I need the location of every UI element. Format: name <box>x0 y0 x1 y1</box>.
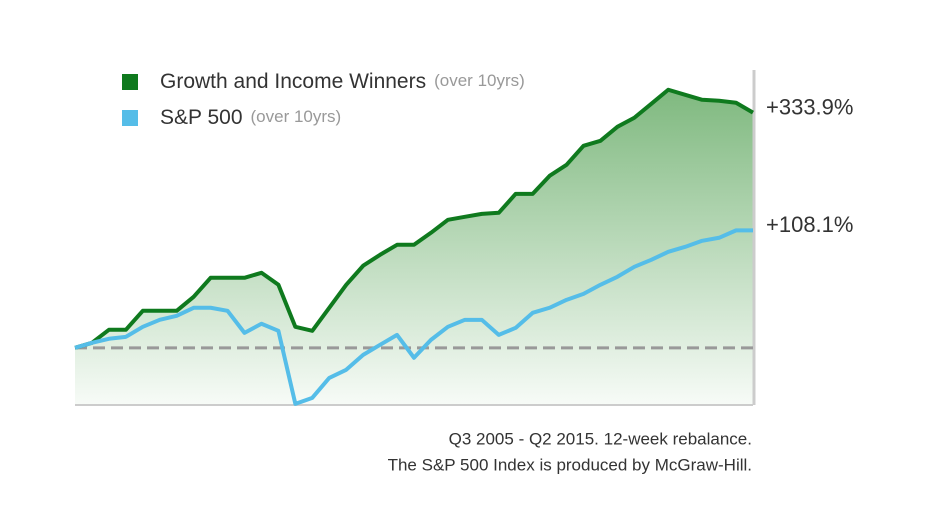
series-line <box>74 228 753 406</box>
legend-label: S&P 500 (over 10yrs) <box>160 106 341 129</box>
series-line <box>74 87 755 350</box>
legend-note: (over 10yrs) <box>251 107 342 126</box>
area <box>75 89 753 406</box>
legend-name: S&P 500 <box>160 106 243 129</box>
legend-swatch <box>122 74 138 90</box>
legend-swatch <box>122 110 138 126</box>
legend-label: Growth and Income Winners (over 10yrs) <box>160 70 525 93</box>
legend-note: (over 10yrs) <box>434 71 525 90</box>
value-label: +333.9% <box>766 94 853 119</box>
legend-name: Growth and Income Winners <box>160 70 426 93</box>
note: Q3 2005 - Q2 2015. 12-week rebalance. <box>449 429 752 448</box>
note: The S&P 500 Index is produced by McGraw-… <box>388 455 752 474</box>
value-label: +108.1% <box>766 212 853 237</box>
